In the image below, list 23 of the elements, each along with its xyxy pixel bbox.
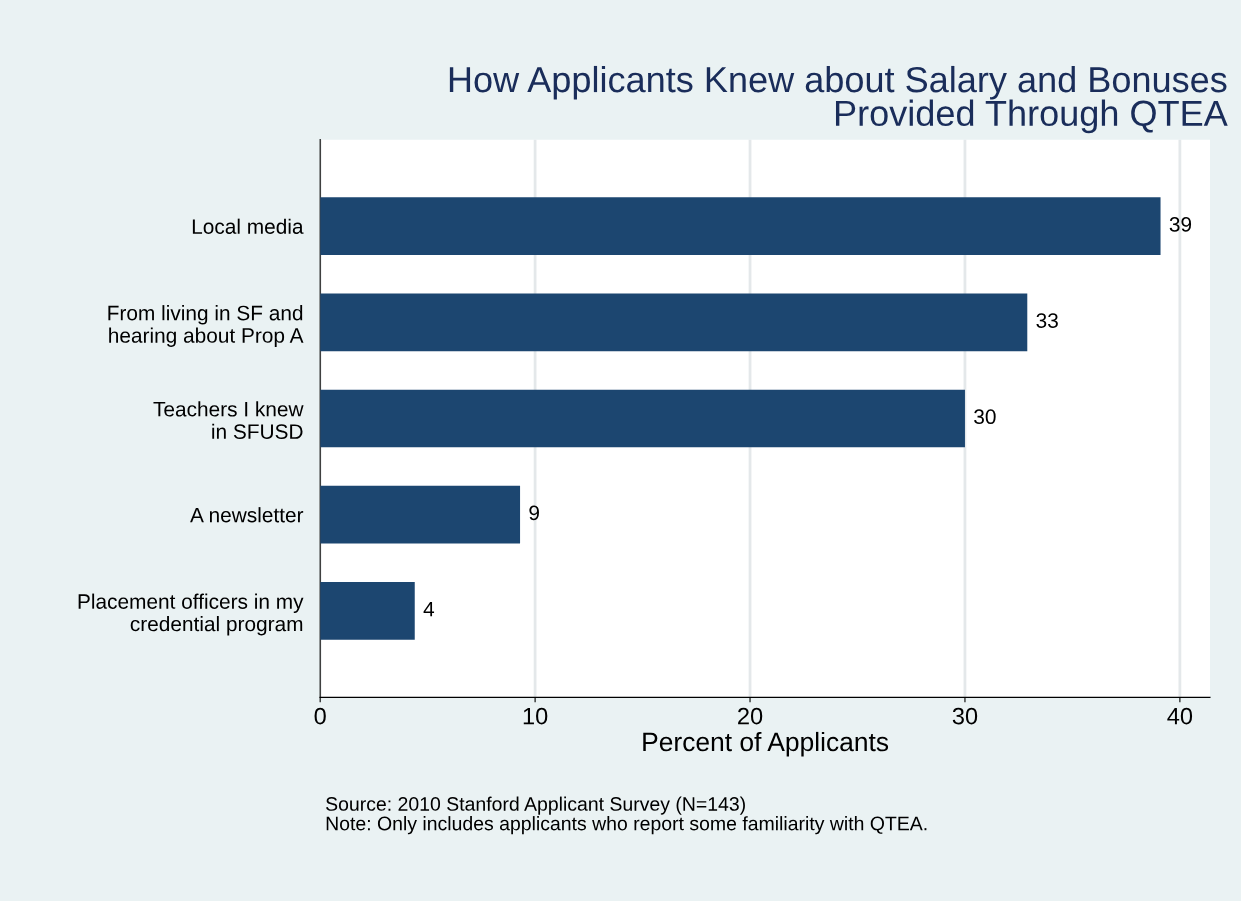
bar <box>320 293 1028 352</box>
x-tick-label: 20 <box>738 707 763 725</box>
x-tick-label: 40 <box>1167 707 1193 725</box>
data-label: 33 <box>1036 313 1058 328</box>
x-tick-label: 10 <box>523 707 548 725</box>
bar <box>320 389 965 448</box>
x-axis-title: Percent of Applicants <box>643 731 889 757</box>
bar <box>320 197 1161 256</box>
data-label: 39 <box>1169 217 1192 232</box>
data-label: 4 <box>423 601 435 617</box>
y-tick-label: Placement officers in my credential program <box>78 593 304 636</box>
y-tick-label: Teachers I knew in SFUSD <box>153 401 304 439</box>
y-tick-label: A newsletter <box>190 507 304 523</box>
data-label: 30 <box>974 409 996 425</box>
chart-title: How Applicants Knew about Salary and Bonuses Provided Through QTEA <box>449 65 1228 134</box>
source-note: Source: 2010 Stanford Applicant Survey (N=143) Note: Only includes applicants who report some familiarity with QTEA. <box>326 796 927 835</box>
x-tick-label: 30 <box>952 707 978 725</box>
y-tick-label: Local media <box>192 218 304 234</box>
data-label: 9 <box>529 505 539 521</box>
y-tick-label: From living in SF and hearing about Prop A <box>108 305 304 347</box>
bar <box>320 485 521 544</box>
bar <box>320 581 415 640</box>
x-tick-label: 0 <box>314 707 326 725</box>
